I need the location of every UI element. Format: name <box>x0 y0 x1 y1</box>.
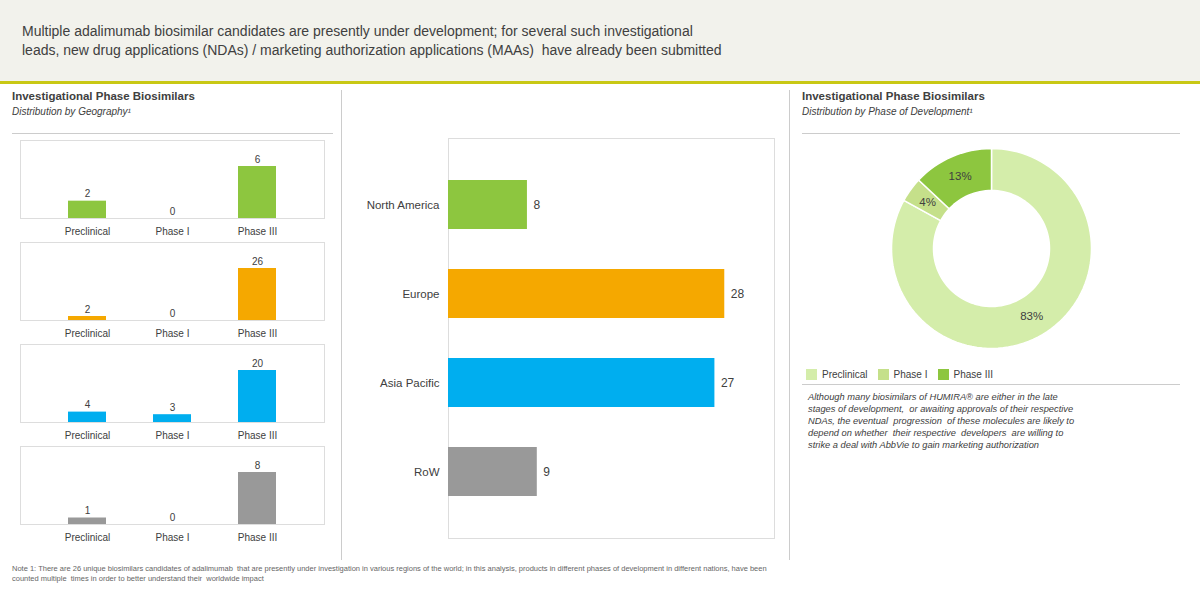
svg-text:Phase III: Phase III <box>238 328 277 338</box>
svg-text:Preclinical: Preclinical <box>65 226 111 236</box>
html-text:Investigational Phase Biosimil: Investigational Phase Biosimilars <box>12 90 195 102</box>
html-text:Multiple adalimumab biosimilar: Multiple adalimumab biosimilar candidate… <box>22 22 722 58</box>
html-text:Preclinical: Preclinical <box>822 369 868 380</box>
svg-text:Preclinical: Preclinical <box>65 532 111 542</box>
svg-text:4%: 4% <box>919 196 936 208</box>
svg-text:6: 6 <box>255 154 261 165</box>
html-text:Phase III: Phase III <box>953 369 993 380</box>
html-text:Although many biosimilars of H: Although many biosimilars of HUMIRA® are… <box>808 392 1075 451</box>
svg-text:RoW: RoW <box>414 466 440 478</box>
svg-text:North America: North America <box>367 199 440 211</box>
svg-text:Europe: Europe <box>402 288 439 300</box>
svg-text:2: 2 <box>85 188 91 199</box>
svg-text:20: 20 <box>252 358 264 369</box>
svg-text:Phase III: Phase III <box>238 430 277 440</box>
svg-text:2: 2 <box>85 304 91 315</box>
html-text:Distribution by Phase of Devel: Distribution by Phase of Development¹ <box>802 106 973 117</box>
svg-text:4: 4 <box>85 399 91 410</box>
svg-text:3: 3 <box>170 402 176 413</box>
svg-text:Phase I: Phase I <box>156 532 190 542</box>
html-text:Phase I: Phase I <box>893 369 928 380</box>
svg-text:83%: 83% <box>1020 310 1043 322</box>
html-text:Distribution by Geography¹: Distribution by Geography¹ <box>12 106 131 117</box>
html-text:Note 1: There are 26 unique bi: Note 1: There are 26 unique biosimilars … <box>12 564 767 583</box>
svg-text:8: 8 <box>255 460 261 471</box>
svg-text:Phase I: Phase I <box>156 226 190 236</box>
svg-text:0: 0 <box>170 206 176 217</box>
svg-text:Asia Pacific: Asia Pacific <box>380 377 440 389</box>
svg-text:28: 28 <box>731 287 745 301</box>
svg-text:26: 26 <box>252 256 264 267</box>
svg-text:0: 0 <box>170 512 176 523</box>
svg-text:27: 27 <box>721 376 735 390</box>
svg-text:1: 1 <box>85 505 91 516</box>
svg-text:8: 8 <box>533 198 540 212</box>
svg-text:13%: 13% <box>949 170 972 182</box>
svg-text:Preclinical: Preclinical <box>65 430 111 440</box>
svg-text:9: 9 <box>543 465 550 479</box>
svg-text:Phase III: Phase III <box>238 532 277 542</box>
svg-text:Preclinical: Preclinical <box>65 328 111 338</box>
svg-text:Phase III: Phase III <box>238 226 277 236</box>
svg-text:0: 0 <box>170 308 176 319</box>
svg-text:Phase I: Phase I <box>156 430 190 440</box>
html-text:Investigational Phase Biosimil: Investigational Phase Biosimilars <box>802 90 985 102</box>
svg-text:Phase I: Phase I <box>156 328 190 338</box>
